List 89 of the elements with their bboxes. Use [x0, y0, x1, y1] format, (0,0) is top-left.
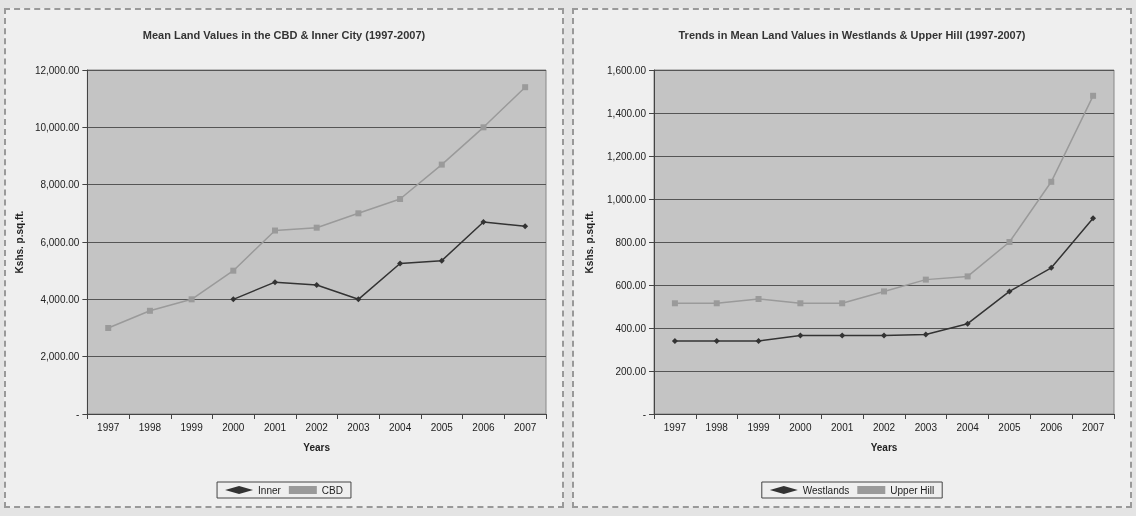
point: [522, 223, 529, 230]
point: [313, 282, 320, 288]
point: [438, 257, 445, 264]
x-axis-title: Years: [870, 441, 898, 453]
x-tick-label: 2004: [956, 421, 980, 433]
point: [230, 267, 237, 274]
legend-label: Upper Hill: [890, 484, 935, 496]
x-tick-label: 1998: [138, 421, 162, 433]
x-tick-label: 2001: [263, 421, 287, 433]
x-tick-label: 2007: [514, 421, 537, 433]
point: [881, 332, 887, 339]
x-tick-label: 2002: [872, 421, 896, 433]
point: [355, 296, 362, 303]
y-tick-label: 12,000.00: [34, 64, 80, 76]
y-tick-label: 600.00: [615, 279, 647, 291]
legend-label: Westlands: [802, 484, 850, 496]
x-tick-label: 1998: [705, 421, 729, 433]
point: [480, 218, 487, 225]
point: [1048, 264, 1055, 271]
point: [397, 196, 404, 202]
y-tick-label: 8,000.00: [40, 179, 80, 191]
x-tick-label: 1999: [180, 421, 204, 433]
point: [755, 337, 762, 344]
y-tick-label: 1,200.00: [607, 150, 647, 162]
x-tick-label: 2003: [347, 421, 370, 433]
point: [1090, 92, 1097, 99]
point: [964, 320, 971, 327]
y-tick-label: 4,000.00: [40, 293, 80, 305]
point: [105, 325, 112, 331]
y-tick-label: 1,400.00: [607, 107, 647, 119]
point: [146, 307, 153, 314]
x-tick-label: 2007: [1081, 421, 1105, 433]
x-tick-label: 1999: [747, 421, 771, 433]
point: [480, 124, 487, 131]
y-tick-label: 1,000.00: [607, 193, 647, 205]
point: [839, 332, 846, 339]
y-tick-label: 1,600.00: [607, 64, 647, 76]
x-axis-title: Years: [303, 441, 331, 453]
x-tick-label: 2001: [831, 421, 854, 433]
point: [272, 279, 278, 286]
chart-title: Trends in Mean Land Values in Westlands & Upper Hill (1997-2007): [678, 28, 1026, 41]
x-tick-label: 1997: [97, 421, 120, 433]
y-tick-label: -: [642, 408, 646, 420]
y-tick-label: 800.00: [615, 236, 647, 248]
y-axis-title: Kshs. p.sq.ft.: [13, 210, 25, 274]
y-tick-label: 400.00: [615, 322, 647, 334]
x-tick-label: 2000: [789, 421, 812, 433]
point: [713, 337, 720, 344]
legend-label: Inner: [258, 484, 282, 496]
point: [671, 300, 678, 307]
point: [188, 296, 195, 303]
point: [1090, 215, 1097, 222]
point: [397, 260, 404, 267]
point: [272, 227, 278, 234]
point: [797, 332, 804, 339]
y-tick-label: 200.00: [615, 365, 647, 377]
point: [755, 295, 762, 302]
x-tick-label: 2002: [305, 421, 329, 433]
x-tick-label: 2005: [998, 421, 1022, 433]
point: [313, 224, 320, 231]
x-tick-label: 2006: [472, 421, 496, 433]
x-tick-label: 2006: [1040, 421, 1063, 433]
y-tick-label: -: [76, 408, 80, 420]
point: [1006, 239, 1013, 245]
point: [438, 161, 445, 168]
y-tick-label: 10,000.00: [34, 121, 80, 133]
chart-title: Mean Land Values in the CBD & Inner City (1997-2007): [142, 28, 426, 41]
point: [922, 331, 929, 338]
point: [922, 276, 929, 283]
point: [881, 288, 887, 295]
x-tick-label: 2005: [430, 421, 454, 433]
point: [1006, 288, 1013, 295]
point: [839, 300, 846, 307]
y-tick-label: 6,000.00: [40, 236, 80, 248]
y-tick-label: 2,000.00: [40, 351, 80, 363]
point: [230, 296, 237, 303]
point: [355, 210, 362, 217]
point: [671, 337, 678, 344]
x-tick-label: 2003: [914, 421, 938, 433]
point: [713, 300, 720, 307]
legend-label: CBD: [321, 484, 343, 496]
point: [964, 273, 971, 280]
y-axis-title: Kshs. p.sq.ft.: [583, 210, 595, 274]
point: [1048, 178, 1055, 185]
point: [797, 300, 804, 307]
x-tick-label: 2004: [388, 421, 412, 433]
x-tick-label: 1997: [663, 421, 687, 433]
point: [522, 84, 529, 91]
x-tick-label: 2000: [222, 421, 245, 433]
